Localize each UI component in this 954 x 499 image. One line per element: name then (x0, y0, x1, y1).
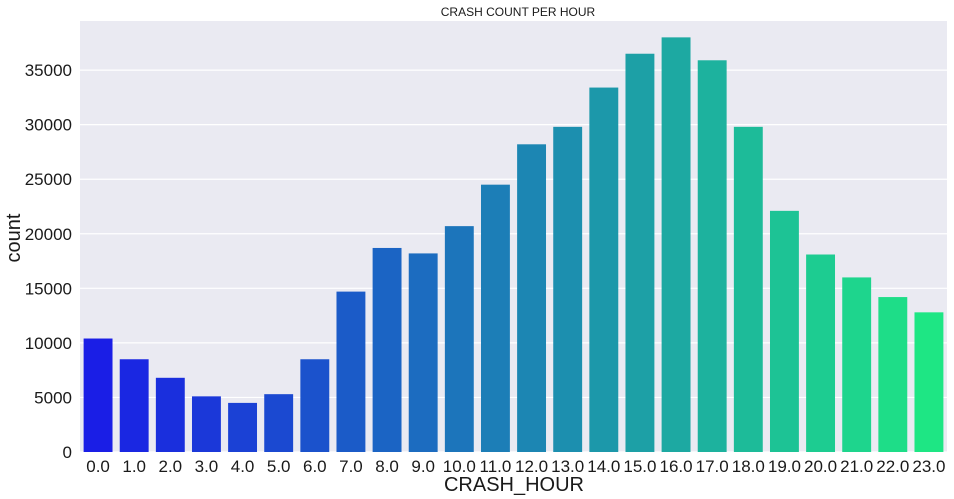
y-tick-label: 30000 (25, 116, 72, 135)
x-tick-label: 23.0 (912, 457, 945, 476)
x-tick-label: 4.0 (231, 457, 255, 476)
y-tick-label: 35000 (25, 61, 72, 80)
y-tick-label: 5000 (34, 388, 72, 407)
y-tick-label: 15000 (25, 279, 72, 298)
bar-hour-15.0 (625, 53, 655, 452)
bar-hour-7.0 (336, 291, 366, 452)
x-tick-label: 20.0 (804, 457, 837, 476)
x-tick-label: 7.0 (339, 457, 363, 476)
bar-hour-13.0 (553, 126, 583, 452)
x-tick-label: 1.0 (122, 457, 146, 476)
bar-hour-3.0 (191, 396, 221, 452)
bar-hour-11.0 (480, 184, 510, 452)
bar-hour-2.0 (155, 377, 185, 452)
bar-hour-0.0 (83, 338, 113, 452)
bar-hour-23.0 (914, 312, 944, 452)
x-tick-label: 19.0 (768, 457, 801, 476)
x-tick-label: 2.0 (158, 457, 182, 476)
x-tick-label: 15.0 (623, 457, 656, 476)
bar-hour-22.0 (878, 297, 908, 452)
y-tick-label: 0 (63, 443, 72, 462)
x-axis-title: CRASH_HOUR (444, 474, 584, 496)
x-tick-label: 18.0 (732, 457, 765, 476)
bar-hour-12.0 (517, 144, 547, 452)
x-tick-label: 13.0 (551, 457, 584, 476)
bar-hour-6.0 (300, 359, 330, 452)
x-tick-label: 9.0 (411, 457, 435, 476)
x-tick-label: 10.0 (443, 457, 476, 476)
bars (83, 37, 944, 453)
x-tick-label: 11.0 (480, 457, 512, 476)
x-tick-label: 17.0 (696, 457, 729, 476)
x-tick-label: 12.0 (515, 457, 548, 476)
bar-hour-5.0 (264, 394, 294, 452)
y-tick-label: 20000 (25, 225, 72, 244)
x-tick-label: 22.0 (876, 457, 909, 476)
x-tick-label: 5.0 (267, 457, 291, 476)
x-tick-label: 3.0 (195, 457, 219, 476)
bar-hour-20.0 (806, 254, 836, 452)
y-tick-labels: 0 5000 10000 15000 20000 25000 30000 35000 (25, 61, 72, 462)
bar-hour-8.0 (372, 247, 402, 452)
bar-hour-9.0 (408, 253, 438, 452)
bar-hour-10.0 (444, 226, 474, 452)
y-tick-label: 25000 (25, 170, 72, 189)
x-tick-label: 0.0 (86, 457, 110, 476)
chart-title: CRASH COUNT PER HOUR (441, 5, 596, 19)
bar-hour-21.0 (842, 277, 872, 452)
bar-hour-4.0 (228, 402, 258, 452)
bar-hour-19.0 (769, 210, 799, 452)
y-axis-title: count (3, 213, 25, 262)
bar-hour-14.0 (589, 87, 619, 452)
x-tick-label: 8.0 (375, 457, 399, 476)
plot-area (80, 21, 947, 452)
x-tick-label: 14.0 (587, 457, 620, 476)
x-tick-label: 21.0 (840, 457, 873, 476)
x-tick-labels: 0.0 1.0 2.0 3.0 4.0 5.0 6.0 7.0 8.0 9.0 10.0 11.0 12… (86, 457, 945, 476)
y-tick-label: 10000 (25, 334, 72, 353)
bar-hour-18.0 (733, 126, 763, 452)
bar-hour-1.0 (119, 359, 149, 452)
x-tick-label: 16.0 (660, 457, 693, 476)
x-tick-label: 6.0 (303, 457, 327, 476)
bar-hour-16.0 (661, 37, 691, 452)
bar-hour-17.0 (697, 60, 727, 453)
gridlines (80, 69, 947, 453)
